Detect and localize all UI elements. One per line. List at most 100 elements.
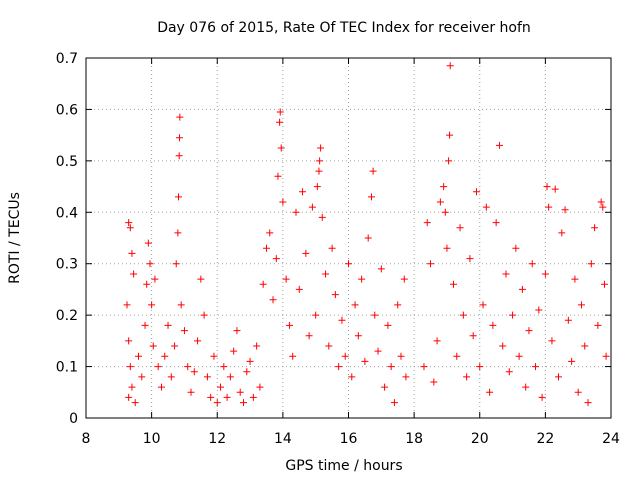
y-tick-label: 0.5 [56, 154, 78, 170]
data-point [236, 388, 244, 396]
data-point [495, 141, 503, 149]
data-point [369, 167, 377, 175]
data-point [184, 363, 192, 371]
data-point [167, 373, 175, 381]
data-point [367, 193, 375, 201]
data-point [256, 383, 264, 391]
y-axis-label: ROTI / TECUs [7, 192, 23, 284]
data-point [171, 342, 179, 350]
data-point [351, 301, 359, 309]
data-point [381, 383, 389, 391]
data-point [203, 373, 211, 381]
data-point [230, 347, 238, 355]
data-point [390, 399, 398, 407]
data-point [600, 280, 608, 288]
data-point [492, 219, 500, 227]
data-point [233, 327, 241, 335]
data-point [489, 321, 497, 329]
x-axis-ticks: 8 10 12 14 16 18 20 22 24 [82, 58, 620, 447]
data-point [210, 352, 218, 360]
data-point [149, 342, 157, 350]
data-point [151, 275, 159, 283]
data-point [535, 306, 543, 314]
x-tick-label: 24 [602, 431, 620, 447]
data-point [543, 183, 551, 191]
chart-title: Day 076 of 2015, Rate Of TEC Index for r… [157, 20, 531, 36]
data-point [277, 144, 285, 152]
data-point [522, 383, 530, 391]
data-point [279, 198, 287, 206]
data-point [430, 378, 438, 386]
data-point [387, 363, 395, 371]
data-point [463, 373, 471, 381]
data-point [443, 244, 451, 252]
y-tick-label: 0.3 [56, 257, 78, 273]
data-point [253, 342, 261, 350]
data-point [335, 363, 343, 371]
x-tick-label: 10 [143, 431, 161, 447]
y-tick-label: 0 [69, 411, 78, 427]
data-point [577, 301, 585, 309]
data-point [276, 108, 284, 116]
data-points [123, 62, 610, 407]
data-point [125, 337, 133, 345]
data-point [348, 373, 356, 381]
data-point [246, 357, 254, 365]
data-point [194, 337, 202, 345]
y-tick-label: 0.1 [56, 360, 78, 376]
x-tick-label: 18 [405, 431, 423, 447]
data-point [285, 321, 293, 329]
data-point [313, 183, 321, 191]
data-point [130, 270, 138, 278]
data-point [125, 393, 133, 401]
data-point [141, 321, 149, 329]
data-point [599, 203, 607, 211]
data-point [289, 352, 297, 360]
data-point [505, 368, 513, 376]
data-point [456, 224, 464, 232]
data-point [317, 144, 325, 152]
x-tick-label: 8 [82, 431, 91, 447]
data-point [143, 280, 151, 288]
data-point [274, 172, 282, 180]
data-point [325, 342, 333, 350]
x-tick-label: 20 [471, 431, 489, 447]
data-point [602, 352, 610, 360]
data-point [551, 185, 559, 193]
data-point [371, 311, 379, 319]
data-point [146, 260, 154, 268]
data-point [548, 337, 556, 345]
data-point [128, 383, 136, 391]
data-point [509, 311, 517, 319]
data-point [561, 206, 569, 214]
data-point [441, 208, 449, 216]
data-point [502, 270, 510, 278]
data-point [295, 285, 303, 293]
data-point [361, 357, 369, 365]
data-point [315, 167, 323, 175]
data-point [479, 301, 487, 309]
y-tick-label: 0.6 [56, 102, 78, 118]
data-point [331, 291, 339, 299]
data-point [433, 337, 441, 345]
data-point [197, 275, 205, 283]
data-point [345, 260, 352, 268]
data-point [174, 229, 182, 237]
data-point [164, 321, 172, 329]
data-point [200, 311, 208, 319]
data-point [207, 393, 215, 401]
data-point [472, 188, 480, 196]
data-point [338, 316, 346, 324]
data-point [476, 363, 484, 371]
data-point [328, 244, 336, 252]
data-point [358, 275, 366, 283]
data-point [266, 229, 274, 237]
data-point [220, 363, 228, 371]
data-point [176, 134, 184, 142]
data-point [308, 203, 316, 211]
data-point [126, 363, 134, 371]
data-point [584, 399, 592, 407]
data-point [302, 249, 310, 257]
data-point [574, 388, 582, 396]
